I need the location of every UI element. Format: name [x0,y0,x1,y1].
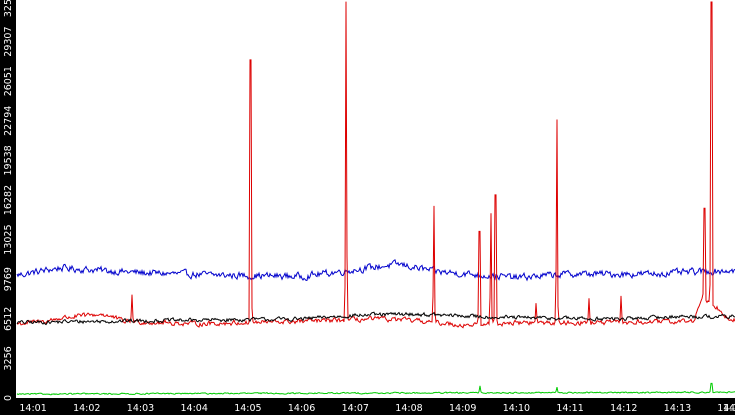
y-tick-label: 9769 [3,267,14,291]
y-tick-label: 6512 [3,307,14,331]
y-tick-label: 22794 [3,106,14,136]
series-line [16,311,735,326]
y-axis-band [0,0,16,415]
x-tick-label: 14:05 [234,403,261,414]
x-axis-band [0,398,735,415]
x-tick-label: 14:14 [717,403,735,414]
y-tick-label: 29307 [3,26,14,56]
x-axis: 14:01 14:02 14:03 14:04 14:05 14:06 14:07 14:08… [19,403,735,414]
x-tick-label: 14:07 [342,403,369,414]
x-tick-label: 14:04 [181,403,208,414]
series-layer [16,1,735,396]
y-tick-label: 16282 [3,185,14,215]
y-tick-label: 32564 [3,0,14,17]
x-tick-label: 14:06 [288,403,315,414]
x-tick-label: 14:13 [664,403,691,414]
y-axis: 0 3256 6512 9769 13025 16282 19538 22794 26051 29… [3,0,14,401]
x-tick-label: 14:03 [127,403,154,414]
y-tick-label: 13025 [3,224,14,254]
x-tick-label: 14:11 [556,403,583,414]
x-tick-label: 14 [723,403,735,414]
x-tick-label: 14:01 [19,403,46,414]
x-tick-label: 14:02 [73,403,100,414]
x-tick-label: 14:10 [503,403,530,414]
series-line [16,382,735,396]
y-tick-label: 0 [3,395,14,401]
y-tick-label: 3256 [3,346,14,370]
series-line [16,259,735,282]
y-tick-label: 19538 [3,145,14,175]
x-tick-label: 14:12 [610,403,637,414]
y-tick-label: 26051 [3,66,14,96]
x-tick-label: 14:08 [395,403,422,414]
x-tick-label: 14:09 [449,403,476,414]
